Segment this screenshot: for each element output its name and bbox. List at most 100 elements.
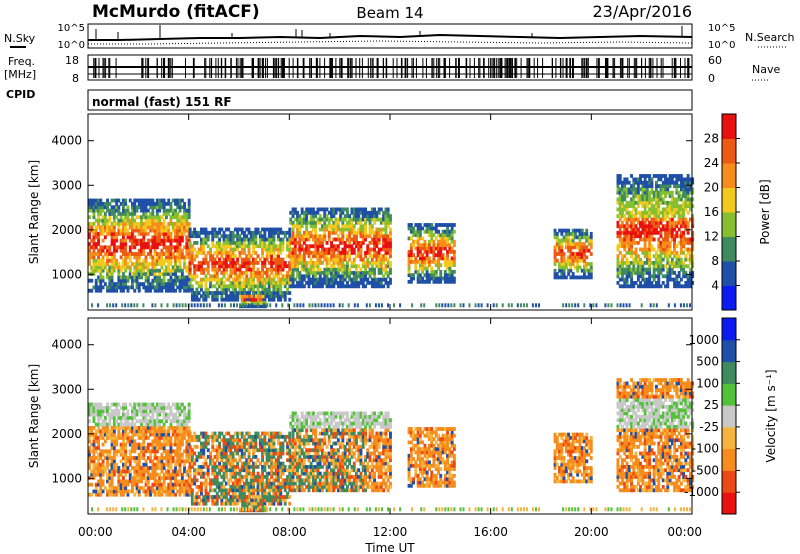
velocity-cell xyxy=(117,472,121,477)
power-cell xyxy=(538,303,540,308)
power-cell xyxy=(88,235,91,240)
power-cell xyxy=(623,247,627,252)
power-cell xyxy=(659,244,663,249)
power-cell xyxy=(312,277,315,282)
velocity-cell xyxy=(131,479,134,484)
velocity-cell xyxy=(133,482,137,487)
power-cell xyxy=(618,277,622,282)
power-cell xyxy=(652,284,656,289)
velocity-cell xyxy=(97,409,100,414)
power-cell xyxy=(366,281,370,285)
power-cell xyxy=(206,287,210,292)
velocity-cell xyxy=(137,456,141,460)
power-cell xyxy=(131,215,134,220)
colorbar-tick-label: 24 xyxy=(704,156,719,170)
power-cell xyxy=(670,217,674,222)
power-cell xyxy=(286,271,289,275)
power-cell xyxy=(325,277,329,282)
power-cell xyxy=(670,220,674,225)
power-cell xyxy=(630,247,633,252)
power-cell xyxy=(336,271,340,275)
freq-mark xyxy=(422,58,424,78)
power-cell xyxy=(321,227,324,232)
power-cell xyxy=(314,241,318,245)
power-cell xyxy=(616,271,620,275)
freq-mark xyxy=(217,58,219,78)
power-cell xyxy=(370,241,374,245)
power-cell xyxy=(162,242,166,246)
velocity-cell xyxy=(119,479,123,484)
power-cell xyxy=(146,285,150,290)
power-cell xyxy=(236,247,240,252)
power-cell xyxy=(418,226,422,231)
power-cell xyxy=(346,220,349,225)
power-cell xyxy=(327,277,331,282)
power-cell xyxy=(370,254,374,259)
power-cell xyxy=(146,222,150,226)
power-cell xyxy=(109,303,112,308)
power-cell xyxy=(657,281,661,285)
power-cell xyxy=(432,276,436,281)
power-cell xyxy=(425,229,429,234)
power-cell xyxy=(185,252,189,256)
power-cell xyxy=(623,277,627,282)
power-cell xyxy=(359,224,363,229)
power-cell xyxy=(668,241,672,245)
power-cell xyxy=(641,284,645,289)
power-cell xyxy=(131,208,134,213)
power-cell xyxy=(162,282,166,286)
power-cell xyxy=(314,234,318,239)
power-cell xyxy=(564,235,568,240)
power-cell xyxy=(240,241,244,245)
velocity-cell xyxy=(108,489,112,494)
velocity-cell xyxy=(122,476,125,480)
noise-tick-bottom: 10^0 xyxy=(58,40,85,51)
power-cell xyxy=(160,228,164,233)
power-cell xyxy=(389,214,392,218)
power-cell xyxy=(443,256,447,261)
power-cell xyxy=(215,254,219,259)
velocity-cell xyxy=(119,469,123,474)
power-cell xyxy=(270,241,274,245)
velocity-cell xyxy=(115,426,119,430)
power-cell xyxy=(272,297,276,302)
power-cell xyxy=(679,257,683,262)
power-cell xyxy=(418,223,422,227)
power-cell xyxy=(652,261,656,265)
velocity-cell xyxy=(128,469,132,474)
freq-mark xyxy=(635,58,637,78)
power-cell xyxy=(621,237,624,242)
power-cell xyxy=(204,234,208,239)
power-cell xyxy=(151,205,155,210)
power-cell xyxy=(618,194,622,198)
power-cell xyxy=(318,241,322,245)
power-cell xyxy=(151,242,155,246)
velocity-cell xyxy=(135,409,139,414)
velocity-cell xyxy=(131,466,134,470)
power-cell xyxy=(327,230,331,235)
power-cell xyxy=(218,281,221,285)
power-cell xyxy=(625,264,629,269)
power-cell xyxy=(115,262,119,266)
velocity-cell xyxy=(115,486,119,490)
power-cell xyxy=(679,194,683,198)
power-cell xyxy=(618,261,622,265)
power-cell xyxy=(302,264,306,269)
power-cell xyxy=(668,190,672,195)
power-cell xyxy=(231,251,235,255)
power-cell xyxy=(439,279,443,284)
velocity-cell xyxy=(133,409,137,414)
power-cell xyxy=(341,247,345,252)
power-cell xyxy=(330,227,333,232)
power-cell xyxy=(339,267,343,272)
power-cell xyxy=(190,284,194,289)
power-cell xyxy=(239,294,242,299)
power-cell xyxy=(321,271,324,275)
power-cell xyxy=(386,224,390,229)
velocity-cell xyxy=(94,412,98,417)
power-cell xyxy=(160,278,164,283)
power-cell xyxy=(261,267,264,272)
power-cell xyxy=(567,258,571,263)
power-cell xyxy=(677,207,681,212)
power-cell xyxy=(636,184,640,188)
